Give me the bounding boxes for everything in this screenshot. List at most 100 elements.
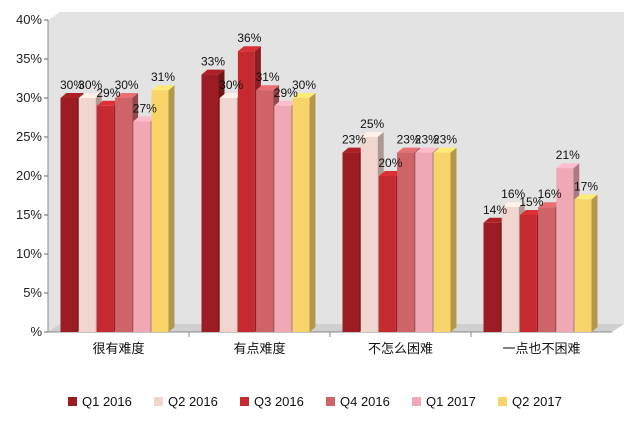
legend-swatch [498,397,507,406]
bar-front [433,152,451,332]
data-label: 15% [519,195,543,209]
y-tick-label: % [30,324,42,339]
bar-front [519,215,537,332]
data-label: 20% [378,156,402,170]
data-label: 23% [415,133,439,147]
back-wall [48,12,624,332]
bar-top [378,171,402,176]
legend-label: Q2 2017 [512,394,562,409]
bar-front [115,98,133,332]
bar-front [256,90,274,332]
bar-top [237,46,261,52]
legend-swatch [240,397,249,406]
bar-top [60,93,84,98]
x-axis: 很有难度 有点难度 不怎么困难 一点也不困难 [92,332,581,356]
bar-front [151,90,169,332]
legend-swatch [68,397,77,406]
bar-top [78,93,102,98]
legend-item: Q2 2016 [154,394,218,409]
bar-front [415,152,433,332]
bar-top [201,69,225,75]
legend-label: Q1 2017 [426,394,476,409]
bar-top [219,93,243,98]
x-category-label: 有点难度 [233,341,285,356]
data-labels-layer: 30%30%29%30%27%31%33%30%36%31%29%30%23%2… [60,31,598,217]
x-category-label: 一点也不困难 [502,341,580,356]
floor [48,324,624,332]
data-label: 31% [256,70,280,84]
bar-front [574,199,592,332]
legend-item: Q1 2017 [412,394,476,409]
y-tick-label: 15% [16,207,42,222]
y-tick-label: 10% [16,246,42,261]
data-label: 23% [397,133,421,147]
data-label: 17% [574,179,598,193]
bar-front [538,207,556,332]
bar-front [274,105,292,332]
data-label: 30% [292,78,316,92]
data-label: 14% [483,203,507,217]
y-tick-label: 25% [16,129,42,144]
bar-top [274,100,298,106]
bar-front [378,176,396,332]
bar-top [360,132,384,137]
bar-front [501,207,519,332]
data-label: 30% [115,78,139,92]
bar-top [115,93,139,98]
legend-label: Q3 2016 [254,394,304,409]
bar [574,194,598,332]
legend-item: Q2 2017 [498,394,562,409]
bar-front [201,74,219,332]
data-label: 23% [342,133,366,147]
y-axis: % 5% 10% 15% 20% 25% 30% 35% 40% [16,12,48,339]
legend-label: Q4 2016 [340,394,390,409]
y-tick-label: 35% [16,51,42,66]
x-category-label: 很有难度 [92,341,144,356]
bar-front [96,105,114,332]
bar-front [360,137,378,332]
data-label: 16% [501,187,525,201]
legend-swatch [154,397,163,406]
bar-top [501,202,525,208]
bar-side [309,93,316,332]
bar-front [397,152,415,332]
legend-label: Q2 2016 [168,394,218,409]
data-label: 25% [360,117,384,131]
bar-top [96,100,120,106]
data-label: 33% [201,55,225,69]
data-label: 29% [274,86,298,100]
legend-swatch [326,397,335,406]
data-label: 36% [237,31,261,45]
bar [433,147,457,332]
bar-front [60,98,78,332]
data-label: 31% [151,70,175,84]
bar-side [168,85,175,332]
data-label: 30% [60,78,84,92]
bar-side [450,147,457,332]
bar-top [483,217,507,223]
bar-top [538,202,562,208]
bar-front [78,98,96,332]
legend: Q1 2016 Q2 2016 Q3 2016 Q4 2016 Q1 2017 Q2 20… [68,394,562,409]
legend-label: Q1 2016 [82,394,132,409]
legend-item: Q3 2016 [240,394,304,409]
bar-top [397,147,421,153]
data-label: 16% [538,187,562,201]
bar-front [133,121,151,333]
legend-item: Q1 2016 [68,394,132,409]
x-category-label: 不怎么困难 [368,341,433,356]
bar-front [556,168,574,332]
bar [151,85,175,332]
bar-side [591,194,598,332]
bar-top [133,116,157,122]
legend-item: Q4 2016 [326,394,390,409]
data-label: 30% [78,78,102,92]
data-label: 29% [96,86,120,100]
y-tick-label: 40% [16,12,42,27]
bar-top [519,210,543,215]
bar-front [483,222,501,332]
bar-front [219,98,237,332]
bar-top [556,163,580,169]
